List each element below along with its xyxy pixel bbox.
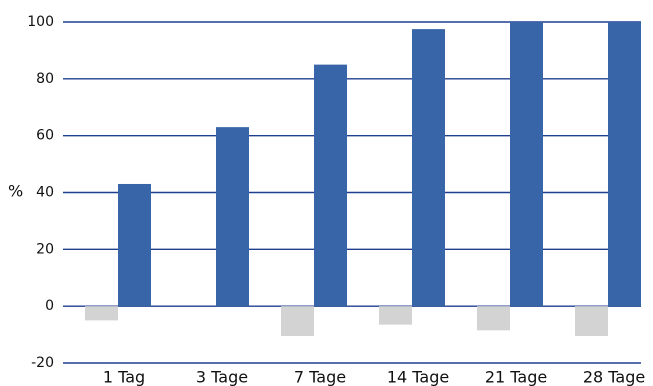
bar-negative (281, 306, 314, 337)
y-tick-label: 60 (36, 128, 54, 144)
bar-negative (575, 306, 608, 337)
x-category-label: 1 Tag (103, 368, 145, 386)
bar-negative (477, 306, 510, 331)
bar-positive (314, 64, 347, 307)
x-category-label: 21 Tage (485, 368, 547, 386)
bar-positive (510, 22, 543, 307)
bar-positive (118, 183, 151, 307)
y-tick-label: -20 (31, 355, 54, 371)
y-tick-label: 80 (36, 71, 54, 87)
bar-positive (216, 127, 249, 307)
y-tick-label: 20 (36, 241, 54, 257)
x-category-label: 14 Tage (387, 368, 449, 386)
bar-negative (379, 306, 412, 325)
bar-positive (412, 29, 445, 307)
gridlines (63, 21, 641, 364)
x-category-label: 7 Tage (294, 368, 346, 386)
y-tick-label: 40 (36, 185, 54, 201)
bar-positive (608, 22, 641, 307)
y-tick-label: 100 (27, 14, 54, 30)
bars (85, 22, 641, 337)
x-category-label: 3 Tage (196, 368, 248, 386)
y-axis-title: % (8, 182, 23, 201)
y-tick-label: 0 (45, 298, 54, 314)
bar-negative (85, 306, 118, 321)
y-axis-ticks: -20 0 20 40 60 80 100 (27, 14, 54, 371)
x-category-label: 28 Tage (583, 368, 645, 386)
x-axis-labels: 1 Tag 3 Tage 7 Tage 14 Tage 21 Tage 28 Tage (103, 368, 645, 386)
